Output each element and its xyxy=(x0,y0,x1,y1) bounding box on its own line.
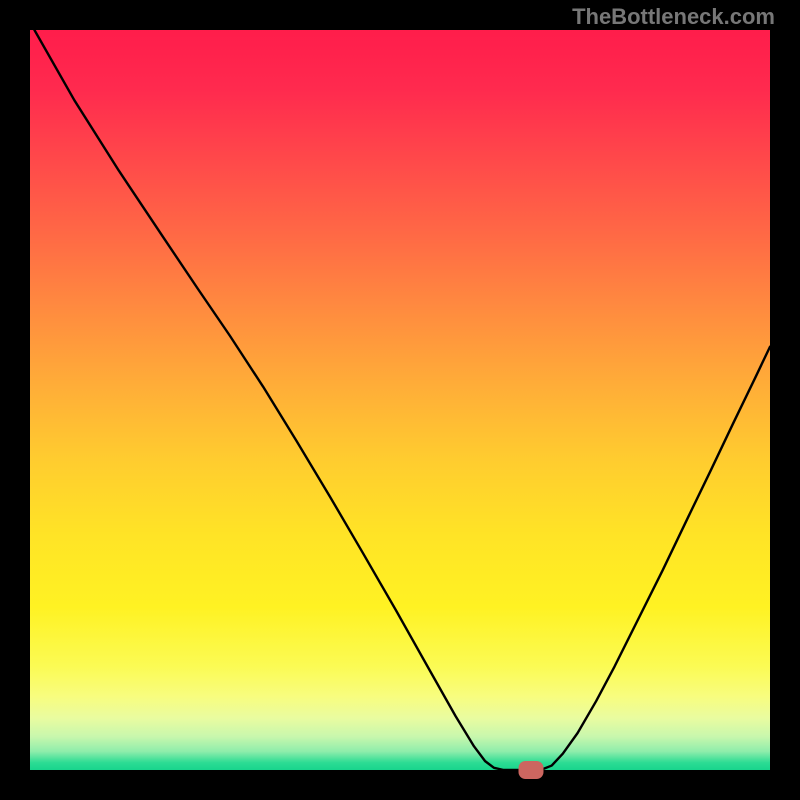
plot-area xyxy=(30,30,770,770)
stage: TheBottleneck.com xyxy=(0,0,800,800)
watermark-text: TheBottleneck.com xyxy=(572,4,775,30)
bottleneck-curve xyxy=(30,30,770,770)
optimum-marker xyxy=(518,761,543,779)
